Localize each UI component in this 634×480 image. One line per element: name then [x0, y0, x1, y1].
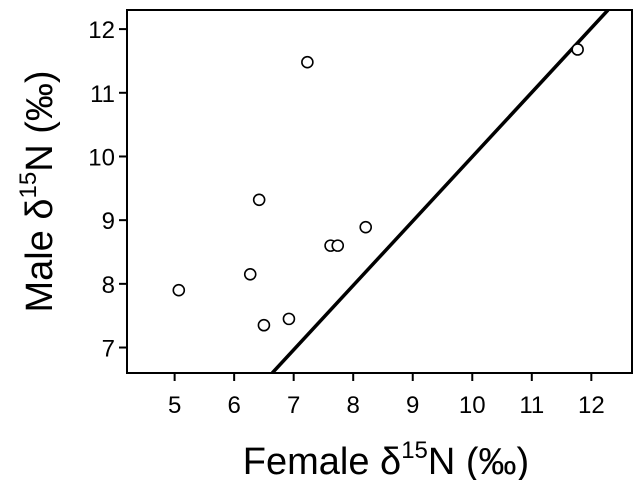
data-point: [257, 318, 271, 332]
y-axis-title: Male δ15N (‰): [15, 70, 61, 312]
x-tick-label: 10: [459, 392, 486, 419]
data-point: [571, 43, 584, 56]
axis-labels: Female δ15N (‰) Male δ15N (‰): [15, 70, 529, 480]
y-tick-label: 8: [102, 272, 115, 299]
x-tick-label: 12: [578, 392, 605, 419]
data-point: [243, 267, 257, 281]
y-tick-label: 9: [102, 208, 115, 235]
data-points: [172, 43, 584, 332]
y-tick-label: 7: [102, 336, 115, 363]
axis-ticks: 5 6 7 8 9 10 11 12 7 8 9 10 11 12: [88, 17, 604, 419]
data-point: [282, 312, 296, 326]
x-tick-label: 11: [519, 392, 544, 419]
y-tick-label: 12: [88, 17, 115, 44]
x-tick-label: 5: [168, 392, 181, 419]
x-tick-label: 6: [227, 392, 240, 419]
data-point: [359, 220, 373, 234]
data-point: [301, 55, 314, 69]
plot-area: [126, 9, 633, 374]
x-axis-title: Female δ15N (‰): [243, 437, 529, 480]
x-tick-label: 8: [347, 392, 360, 419]
fit-line-group: [270, 10, 610, 373]
y-tick-label: 10: [88, 144, 115, 171]
data-point: [172, 283, 186, 297]
plot-frame: [126, 9, 633, 374]
data-point: [252, 193, 266, 207]
x-tick-label: 9: [406, 392, 419, 419]
data-point: [331, 239, 345, 252]
x-tick-label: 7: [287, 392, 300, 419]
fit-line: [270, 10, 610, 373]
y-tick-label: 11: [90, 81, 115, 108]
